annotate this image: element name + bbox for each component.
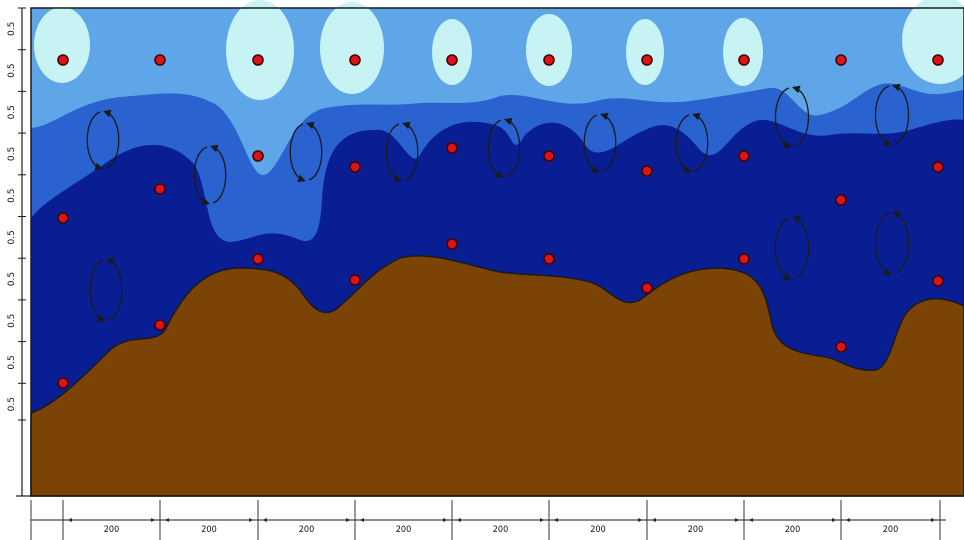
circulation-icon <box>289 121 323 183</box>
distance-label: 200 <box>688 525 703 535</box>
sample-point <box>835 341 847 353</box>
distance-arrowhead <box>262 518 267 522</box>
sample-point <box>154 54 166 66</box>
pale-zone-8 <box>902 0 964 84</box>
circulation-icon <box>193 144 227 206</box>
sample-point <box>543 54 555 66</box>
depth-tick-label: 0.5 <box>7 272 17 286</box>
distance-arrowhead <box>748 518 753 522</box>
distance-arrowhead <box>443 518 448 522</box>
distance-arrowhead <box>359 518 364 522</box>
distance-arrowhead <box>931 518 936 522</box>
sample-point <box>154 183 166 195</box>
sample-point <box>252 54 264 66</box>
pale-zone-1 <box>34 7 90 83</box>
distance-label: 200 <box>883 525 898 535</box>
sample-point <box>641 165 653 177</box>
pale-zone-3 <box>320 2 384 94</box>
sample-point <box>252 253 264 265</box>
sample-point <box>738 150 750 162</box>
distance-axis-marks: 200 200 200 200 200 200 200 200 200 <box>30 500 941 540</box>
depth-tick-label: 0.5 <box>7 147 17 161</box>
circulation-icon <box>874 210 910 276</box>
sample-point <box>932 275 944 287</box>
circulation-icon <box>89 257 123 323</box>
distance-arrowhead <box>651 518 656 522</box>
sample-point <box>932 54 944 66</box>
distance-arrowhead <box>67 518 72 522</box>
sample-point <box>349 161 361 173</box>
sediment-layer <box>30 255 964 497</box>
sample-point <box>57 54 69 66</box>
plot-frame <box>30 7 964 497</box>
depth-tick-label: 0.5 <box>7 22 17 36</box>
distance-arrowhead <box>164 518 169 522</box>
distance-label: 200 <box>299 525 314 535</box>
distance-arrowhead <box>735 518 740 522</box>
sample-point <box>738 54 750 66</box>
distance-arrowhead <box>249 518 254 522</box>
distance-arrowhead <box>832 518 837 522</box>
sample-point <box>349 54 361 66</box>
distance-arrowhead <box>540 518 545 522</box>
distance-arrowhead <box>346 518 351 522</box>
distance-label: 200 <box>785 525 800 535</box>
sample-point <box>543 253 555 265</box>
sample-point <box>835 194 847 206</box>
circulation-icon <box>774 85 810 149</box>
circulation-icon <box>86 109 120 171</box>
depth-tick-label: 0.5 <box>7 355 17 369</box>
pale-zone-5 <box>526 14 572 86</box>
sample-point <box>641 282 653 294</box>
sample-point <box>446 142 458 154</box>
sample-point <box>641 54 653 66</box>
circulation-icon <box>385 121 419 183</box>
distance-axis: 200 200 200 200 200 200 200 200 200 <box>30 500 946 540</box>
distance-label: 200 <box>493 525 508 535</box>
depth-tick-label: 0.5 <box>7 230 17 244</box>
sample-point <box>932 161 944 173</box>
circulation-icon <box>487 117 521 179</box>
depth-tick-label: 0.5 <box>7 105 17 119</box>
pale-zone-7 <box>723 18 763 86</box>
distance-label: 200 <box>201 525 216 535</box>
depth-tick-label: 0.5 <box>7 63 17 77</box>
circulation-icon <box>874 83 910 147</box>
circulation-arrows <box>86 83 910 323</box>
sample-points <box>57 54 944 389</box>
pale-zone-6 <box>626 19 664 85</box>
distance-arrowhead <box>151 518 156 522</box>
depth-tick-label: 0.5 <box>7 188 17 202</box>
distance-label: 200 <box>590 525 605 535</box>
distance-arrowhead <box>553 518 558 522</box>
distance-arrowhead <box>638 518 643 522</box>
distance-arrowhead <box>456 518 461 522</box>
sample-point <box>154 319 166 331</box>
distance-label: 200 <box>104 525 119 535</box>
circulation-icon <box>774 215 810 281</box>
pale-zone-2 <box>226 0 294 100</box>
depth-tick-label: 0.5 <box>7 397 17 411</box>
sample-point <box>446 238 458 250</box>
depth-axis-ticks: 0.5 0.5 0.5 0.5 0.5 0.5 0.5 0.5 0.5 0.5 <box>7 7 31 497</box>
distance-arrowhead <box>845 518 850 522</box>
pale-zone-4 <box>432 19 472 85</box>
sample-point <box>349 274 361 286</box>
sample-point <box>738 253 750 265</box>
pale-water-zones <box>34 0 964 100</box>
sample-point <box>57 377 69 389</box>
depth-axis: 0.5 0.5 0.5 0.5 0.5 0.5 0.5 0.5 0.5 0.5 <box>7 7 31 497</box>
sample-point <box>57 212 69 224</box>
depth-tick-label: 0.5 <box>7 314 17 328</box>
sample-point <box>252 150 264 162</box>
sample-point <box>835 54 847 66</box>
circulation-icon <box>583 112 617 174</box>
sample-point <box>543 150 555 162</box>
distance-label: 200 <box>396 525 411 535</box>
circulation-icon <box>675 112 709 174</box>
sample-point <box>446 54 458 66</box>
